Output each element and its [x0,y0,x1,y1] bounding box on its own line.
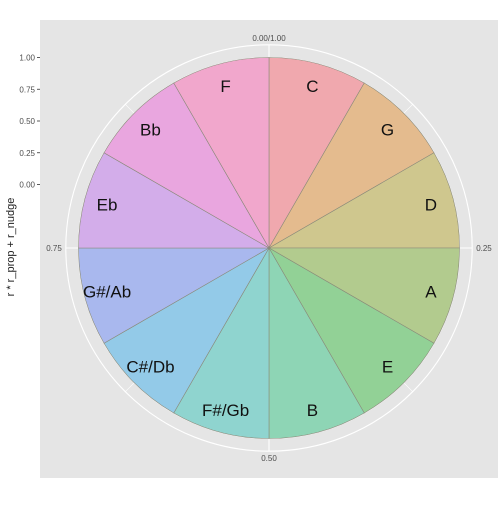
y-axis: 1.00 0.75 0.50 0.25 0.00 [19,54,40,190]
slice-label: G#/Ab [83,282,131,301]
y-tick-label: 0.00 [19,181,35,190]
slice-label: F#/Gb [202,401,249,420]
y-tick-label: 0.50 [19,117,35,126]
slice-label: E [382,358,393,377]
slice-label: D [425,196,437,215]
slice-c [268,57,365,250]
slice-g-ab [78,247,271,344]
theta-tick-label: 0.50 [261,454,277,463]
y-axis-title: r * r_prop + r_nudge [5,198,17,297]
slice-bb [103,82,270,249]
slice-label: C#/Db [126,358,174,377]
y-tick-label: 0.75 [19,85,35,94]
theta-tick-label: 0.75 [46,244,62,253]
slice-label: Eb [97,196,118,215]
slice-g [268,82,435,249]
slice-eb [78,152,271,249]
slice-f-gb [173,246,270,439]
slice-label: C [306,77,318,96]
slice-label: A [425,282,437,301]
slice-b [268,246,365,439]
slice-label: G [381,120,394,139]
theta-tick-label: 0.00/1.00 [252,34,286,43]
slice-layer [78,57,460,439]
y-tick-label: 0.25 [19,149,35,158]
theta-tick-label: 0.25 [476,244,492,253]
slice-c-db [103,247,270,414]
slice-d [267,152,460,249]
slice-e [268,247,435,414]
theta-tick-layer: 0.00/1.00 0.25 0.50 0.75 [46,34,492,463]
slice-f [173,57,270,250]
slice-label: F [220,77,230,96]
slice-label: B [307,401,318,420]
slice-label-layer: C G D A E B F#/Gb C#/Db G#/Ab Eb Bb F [83,77,437,420]
slice-label: Bb [140,120,161,139]
y-tick-label: 1.00 [19,54,35,63]
slice-a [267,247,460,344]
